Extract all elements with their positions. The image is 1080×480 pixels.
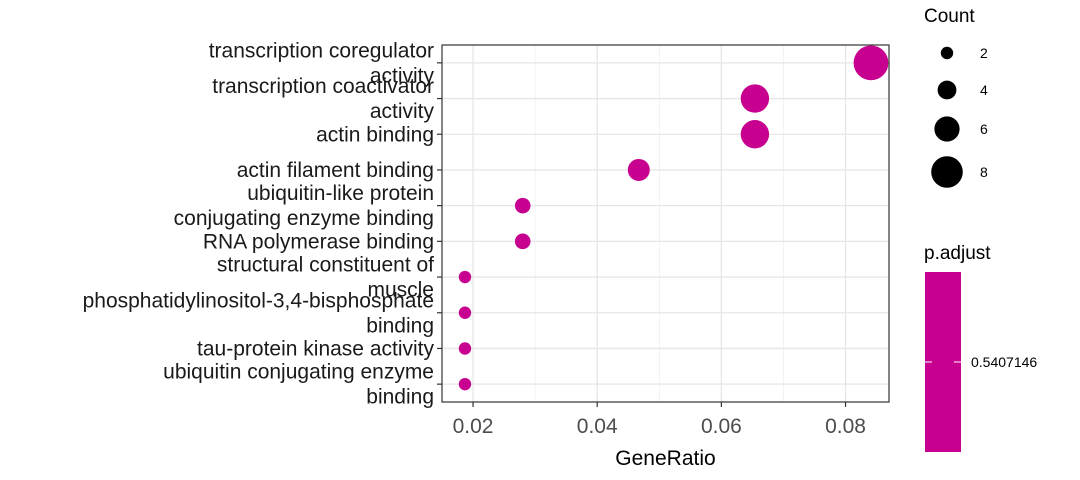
size-legend-dot [934,116,960,142]
size-legend-dot [940,46,954,60]
y-tick-label: transcription coregulator [209,39,434,62]
y-axis-labels: transcription coregulatoractivitytranscr… [83,39,442,409]
y-tick-label: RNA polymerase binding [203,230,434,253]
size-legend-label: 8 [980,164,988,180]
y-tick-label: conjugating enzyme binding [174,207,434,230]
grid-lines [442,45,889,402]
data-point [458,270,472,284]
color-legend-title: p.adjust [924,243,991,264]
data-point [458,377,472,391]
x-tick-label: 0.06 [701,415,742,438]
size-legend-label: 2 [980,45,988,61]
color-legend-value: 0.5407146 [971,354,1037,370]
y-tick-label: muscle [367,279,434,302]
data-point [853,45,889,81]
y-tick-label: binding [366,314,434,337]
y-tick-label: structural constituent of [217,254,434,277]
size-legend-dot [937,80,957,100]
x-tick-label: 0.08 [825,415,866,438]
size-legend-title: Count [924,6,975,27]
data-point [458,306,472,319]
size-legend-label: 6 [980,121,988,137]
y-tick-label: ubiquitin-like protein [247,182,434,205]
data-point [740,84,770,113]
y-tick-label: actin binding [316,123,434,146]
size-legend-dot [931,156,963,188]
y-tick-label: actin filament binding [237,159,434,182]
x-tick-label: 0.02 [453,415,494,438]
size-legend: Count 2 4 6 8 [924,6,988,188]
y-tick-label: activity [370,100,435,123]
panel-border [441,44,890,403]
data-point [514,197,531,214]
x-axis-title: GeneRatio [615,447,715,470]
x-axis-ticks: 0.02 0.04 0.06 0.08 [453,402,866,438]
y-tick-label: transcription coactivator [212,75,434,98]
y-tick-label: binding [366,386,434,409]
data-point [458,342,472,355]
size-legend-label: 4 [980,82,988,98]
color-legend: p.adjust 0.5407146 [924,243,1037,452]
data-point [740,120,770,149]
y-tick-label: activity [370,64,435,87]
data-points [458,45,889,391]
y-tick-label: phosphatidylinositol-3,4-bisphosphate [83,289,434,312]
y-tick-label: tau-protein kinase activity [197,337,434,360]
size-legend-items: 2 4 6 8 [931,45,988,188]
y-tick-label: ubiquitin conjugating enzyme [163,361,434,384]
x-tick-label: 0.04 [577,415,618,438]
data-point [627,158,650,181]
data-point [514,233,531,250]
